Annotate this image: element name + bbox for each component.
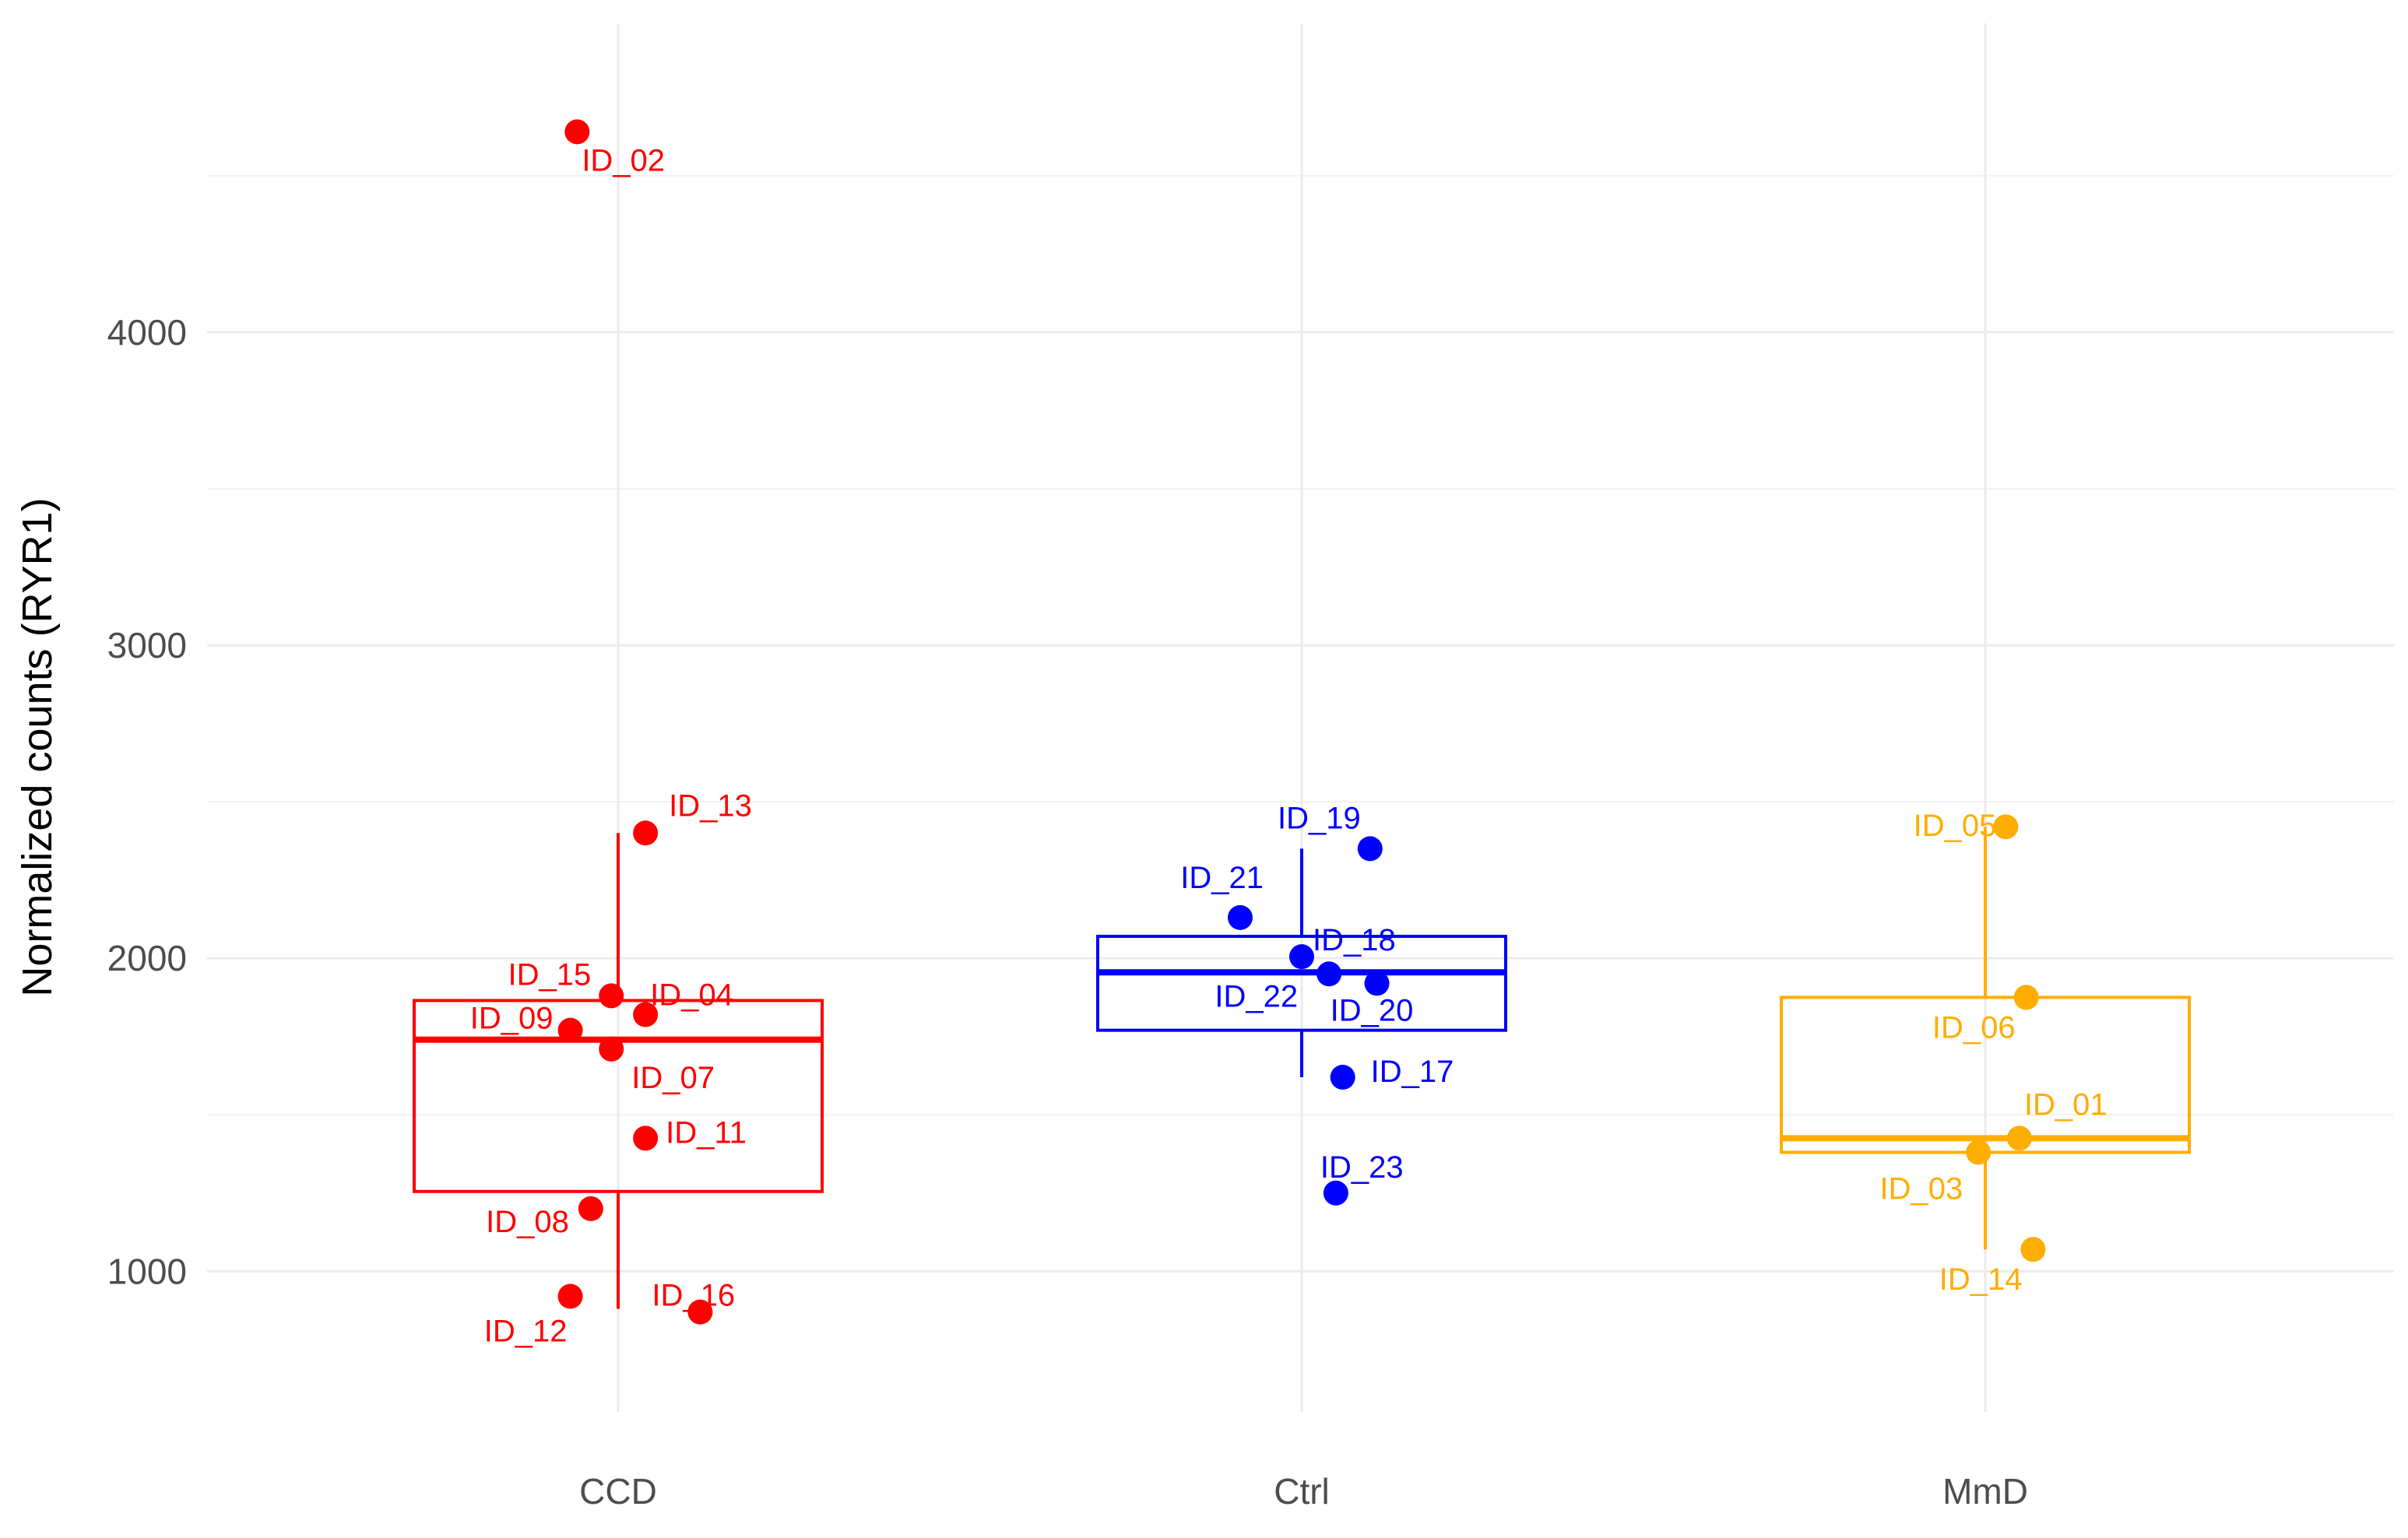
y-axis-title: Normalized counts (RYR1) [14,497,61,996]
iqr-box-ctrl [1096,934,1507,1032]
point-id-01 [2006,1125,2032,1151]
point-labels: ID_02 ID_13 ID_15 ID_04 ID_09 ID_07 ID_11 ID_08… [470,143,2107,1348]
point-label-id-09: ID_09 [470,1002,554,1036]
point-label-id-12: ID_12 [484,1315,568,1349]
point-label-id-19: ID_19 [1278,801,1361,835]
point-label-id-01: ID_01 [2024,1087,2107,1122]
point-id-14 [2020,1237,2046,1262]
point-label-id-18: ID_18 [1313,923,1396,957]
point-label-id-08: ID_08 [486,1205,569,1239]
point-id-16 [687,1299,713,1325]
x-axis-tick-labels: CCD Ctrl MmD [579,1471,2028,1512]
y-tick-label: 2000 [107,938,187,978]
y-tick-label: 3000 [107,625,187,665]
point-id-22 [1316,961,1342,987]
point-label-id-02: ID_02 [582,143,665,177]
point-id-17 [1330,1064,1355,1090]
point-label-id-17: ID_17 [1371,1055,1454,1089]
y-tick-label: 4000 [107,312,187,353]
point-label-id-16: ID_16 [652,1279,735,1313]
point-id-08 [578,1196,603,1221]
point-id-03 [1966,1139,1991,1165]
point-id-07 [599,1036,624,1062]
point-label-id-11: ID_11 [666,1115,747,1150]
point-label-id-20: ID_20 [1331,993,1414,1027]
point-label-id-22: ID_22 [1215,979,1298,1013]
point-label-id-05: ID_05 [1914,809,1997,843]
point-id-21 [1227,904,1253,930]
point-label-id-06: ID_06 [1932,1010,2016,1045]
y-tick-label: 1000 [107,1251,187,1291]
point-id-20 [1364,971,1390,996]
point-label-id-23: ID_23 [1320,1150,1404,1185]
point-label-id-04: ID_04 [650,978,733,1013]
point-label-id-13: ID_13 [669,788,752,823]
point-id-04 [633,1002,659,1027]
point-id-02 [564,119,590,145]
point-id-05 [1993,814,2019,840]
x-tick-label-ctrl: Ctrl [1274,1471,1330,1512]
data-points [557,119,2046,1325]
point-label-id-15: ID_15 [508,957,591,992]
point-id-23 [1323,1180,1348,1206]
point-id-15 [599,983,624,1009]
point-id-13 [633,820,659,846]
point-label-id-07: ID_07 [631,1061,715,1095]
point-label-id-21: ID_21 [1180,861,1264,895]
point-id-11 [633,1125,659,1151]
point-label-id-03: ID_03 [1879,1172,1963,1206]
point-id-12 [557,1283,583,1309]
x-tick-label-ccd: CCD [579,1471,657,1512]
point-id-19 [1357,836,1383,862]
x-tick-label-mmd: MmD [1942,1471,2028,1512]
point-id-18 [1289,944,1314,970]
point-id-06 [2013,985,2039,1010]
box-ctrl [1096,848,1507,1077]
point-label-id-14: ID_14 [1939,1262,2023,1297]
point-id-09 [557,1017,583,1043]
y-axis-tick-labels: 1000 2000 3000 4000 [107,312,187,1292]
